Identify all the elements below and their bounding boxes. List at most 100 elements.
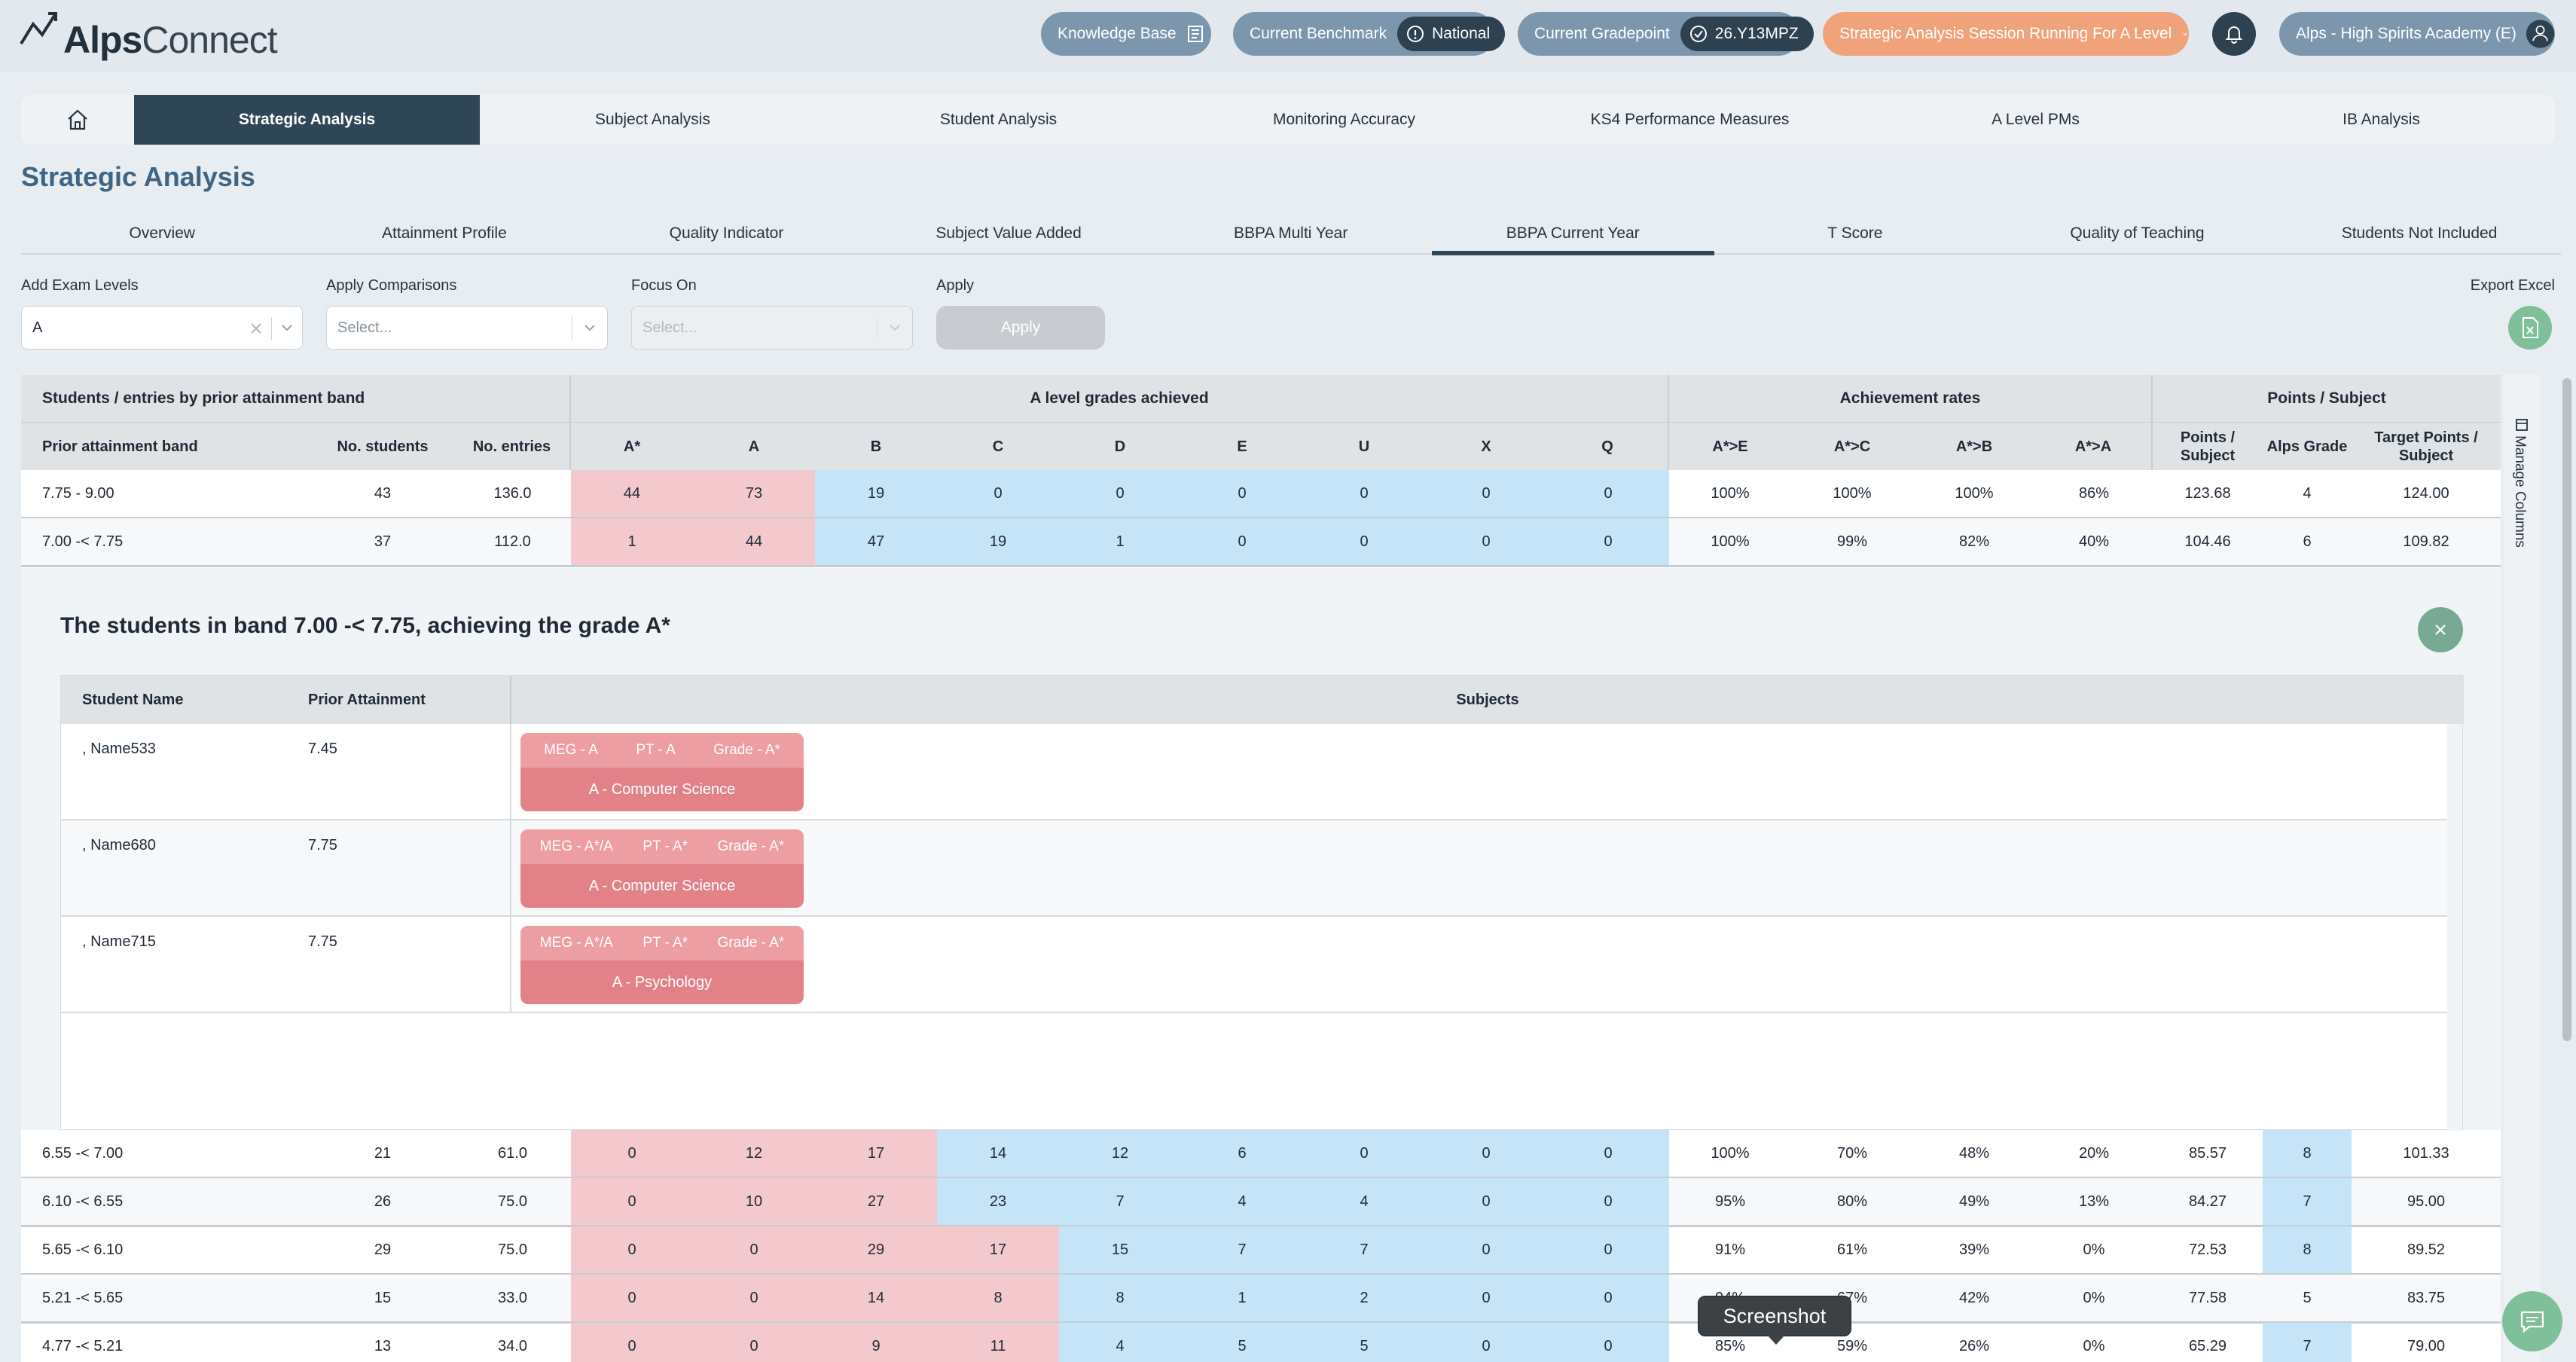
grade-count-cell[interactable]: 14: [937, 1130, 1059, 1177]
column-header-g-u[interactable]: U: [1303, 422, 1425, 470]
column-header-g-d[interactable]: D: [1059, 422, 1181, 470]
column-header-g-e[interactable]: E: [1181, 422, 1303, 470]
chevron-down-icon[interactable]: [272, 314, 302, 343]
student-name[interactable]: , Name680: [82, 837, 156, 854]
grade-count-cell[interactable]: 17: [937, 1226, 1059, 1273]
grade-count-cell[interactable]: 0: [1425, 518, 1547, 565]
subtab-bbpa-multi-year[interactable]: BBPA Multi Year: [1233, 224, 1348, 242]
grade-count-cell[interactable]: 0: [1425, 1226, 1547, 1273]
grade-count-cell[interactable]: 19: [815, 470, 937, 517]
grade-count-cell[interactable]: 0: [1547, 518, 1669, 565]
tab-a-level-pms[interactable]: A Level PMs: [1992, 111, 2080, 128]
grade-count-cell[interactable]: 0: [1181, 518, 1303, 565]
grade-count-cell[interactable]: 0: [1547, 1178, 1669, 1225]
grade-count-cell[interactable]: 19: [937, 518, 1059, 565]
apply-button[interactable]: Apply: [936, 306, 1105, 350]
student-name[interactable]: , Name715: [82, 933, 156, 950]
subtab-attainment-profile[interactable]: Attainment Profile: [382, 224, 507, 242]
grade-count-cell[interactable]: 14: [815, 1275, 937, 1321]
students-table-scrollbar[interactable]: [2447, 724, 2462, 1131]
grade-count-cell[interactable]: 44: [571, 470, 693, 517]
grade-count-cell[interactable]: 73: [693, 470, 815, 517]
subtab-t-score[interactable]: T Score: [1827, 224, 1883, 242]
grade-count-cell[interactable]: 0: [1425, 1323, 1547, 1362]
grade-count-cell[interactable]: 0: [571, 1323, 693, 1362]
subject-chip[interactable]: MEG - A*/A PT - A* Grade - A* A - Psycholog…: [520, 926, 804, 1004]
grade-count-cell[interactable]: 8: [1059, 1275, 1181, 1321]
school-account-button[interactable]: Alps - High Spirits Academy (E): [2279, 12, 2555, 56]
column-header-rate-astar-b[interactable]: A*>B: [1913, 422, 2035, 470]
subtab-overview[interactable]: Overview: [129, 224, 196, 242]
grade-count-cell[interactable]: 1: [571, 518, 693, 565]
column-header-points[interactable]: Points / Subject: [2153, 422, 2263, 470]
tab-strategic-analysis[interactable]: Strategic Analysis: [134, 95, 480, 145]
grade-count-cell[interactable]: 0: [693, 1275, 815, 1321]
column-header-g-c[interactable]: C: [937, 422, 1059, 470]
column-header-g-b[interactable]: B: [815, 422, 937, 470]
subtab-subject-value-added[interactable]: Subject Value Added: [935, 224, 1082, 242]
export-excel-button[interactable]: [2508, 306, 2552, 350]
column-header-band[interactable]: Prior attainment band: [21, 422, 311, 470]
subject-chip[interactable]: MEG - A*/A PT - A* Grade - A* A - Computer …: [520, 829, 804, 908]
grade-count-cell[interactable]: 4: [1059, 1323, 1181, 1362]
chat-button[interactable]: [2502, 1291, 2562, 1351]
grade-count-cell[interactable]: 5: [1181, 1323, 1303, 1362]
column-header-g-x[interactable]: X: [1425, 422, 1547, 470]
tab-monitoring-accuracy[interactable]: Monitoring Accuracy: [1272, 111, 1416, 128]
column-header-students[interactable]: No. students: [311, 422, 454, 470]
grade-count-cell[interactable]: 0: [693, 1323, 815, 1362]
student-name[interactable]: , Name533: [82, 741, 156, 757]
subtab-bbpa-current-year[interactable]: BBPA Current Year: [1431, 214, 1714, 255]
alps-connect-logo[interactable]: AlpsConnect: [20, 8, 278, 61]
grade-count-cell[interactable]: 17: [815, 1130, 937, 1177]
grade-count-cell[interactable]: 0: [1547, 1226, 1669, 1273]
subtab-quality-indicator[interactable]: Quality Indicator: [669, 224, 784, 242]
grade-count-cell[interactable]: 6: [1181, 1130, 1303, 1177]
grade-count-cell[interactable]: 0: [1303, 518, 1425, 565]
benchmark-value-badge[interactable]: National: [1397, 17, 1506, 51]
knowledge-base-button[interactable]: Knowledge Base: [1041, 12, 1211, 56]
grade-count-cell[interactable]: 0: [1425, 470, 1547, 517]
grade-count-cell[interactable]: 0: [571, 1130, 693, 1177]
grade-count-cell[interactable]: 29: [815, 1226, 937, 1273]
tab-ib-analysis[interactable]: IB Analysis: [2343, 111, 2420, 128]
grade-count-cell[interactable]: 10: [693, 1178, 815, 1225]
grade-count-cell[interactable]: 15: [1059, 1226, 1181, 1273]
manage-columns-panel[interactable]: Manage Columns: [2504, 375, 2540, 1362]
page-scrollbar[interactable]: [2561, 375, 2573, 1362]
grade-count-cell[interactable]: 0: [571, 1178, 693, 1225]
grade-count-cell[interactable]: 12: [693, 1130, 815, 1177]
column-header-entries[interactable]: No. entries: [454, 422, 571, 470]
grade-count-cell[interactable]: 47: [815, 518, 937, 565]
session-dropdown[interactable]: Strategic Analysis Session Running For A…: [1823, 12, 2189, 56]
grade-count-cell[interactable]: 1: [1181, 1275, 1303, 1321]
column-header-rate-astar-e[interactable]: A*>E: [1669, 422, 1791, 470]
grade-count-cell[interactable]: 0: [1425, 1275, 1547, 1321]
exam-levels-select[interactable]: A: [21, 306, 303, 350]
column-header-target-points[interactable]: Target Points / Subject: [2352, 422, 2501, 470]
grade-count-cell[interactable]: 8: [937, 1275, 1059, 1321]
column-header-g-q[interactable]: Q: [1547, 422, 1669, 470]
benchmark-pill[interactable]: Current Benchmark National: [1233, 12, 1506, 56]
grade-count-cell[interactable]: 4: [1181, 1178, 1303, 1225]
tab-student-analysis[interactable]: Student Analysis: [939, 111, 1058, 128]
column-header-rate-astar-c[interactable]: A*>C: [1791, 422, 1913, 470]
grade-count-cell[interactable]: 0: [1547, 1275, 1669, 1321]
subtab-students-not-included[interactable]: Students Not Included: [2341, 224, 2498, 242]
grade-count-cell[interactable]: 0: [1547, 470, 1669, 517]
grade-count-cell[interactable]: 0: [1425, 1130, 1547, 1177]
grade-count-cell[interactable]: 5: [1303, 1323, 1425, 1362]
grade-count-cell[interactable]: 0: [1303, 1130, 1425, 1177]
grade-count-cell[interactable]: 23: [937, 1178, 1059, 1225]
grade-count-cell[interactable]: 0: [693, 1226, 815, 1273]
grade-count-cell[interactable]: 0: [571, 1226, 693, 1273]
column-header-g-a[interactable]: A: [693, 422, 815, 470]
tab-ks4-performance-measures[interactable]: KS4 Performance Measures: [1590, 111, 1790, 128]
close-drilldown-button[interactable]: [2418, 607, 2463, 652]
grade-count-cell[interactable]: 9: [815, 1323, 937, 1362]
grade-count-cell[interactable]: 0: [1547, 1130, 1669, 1177]
clear-icon[interactable]: [241, 314, 271, 343]
grade-count-cell[interactable]: 7: [1181, 1226, 1303, 1273]
comparisons-select[interactable]: Select...: [326, 306, 608, 350]
column-header-g-astar[interactable]: A*: [571, 422, 693, 470]
